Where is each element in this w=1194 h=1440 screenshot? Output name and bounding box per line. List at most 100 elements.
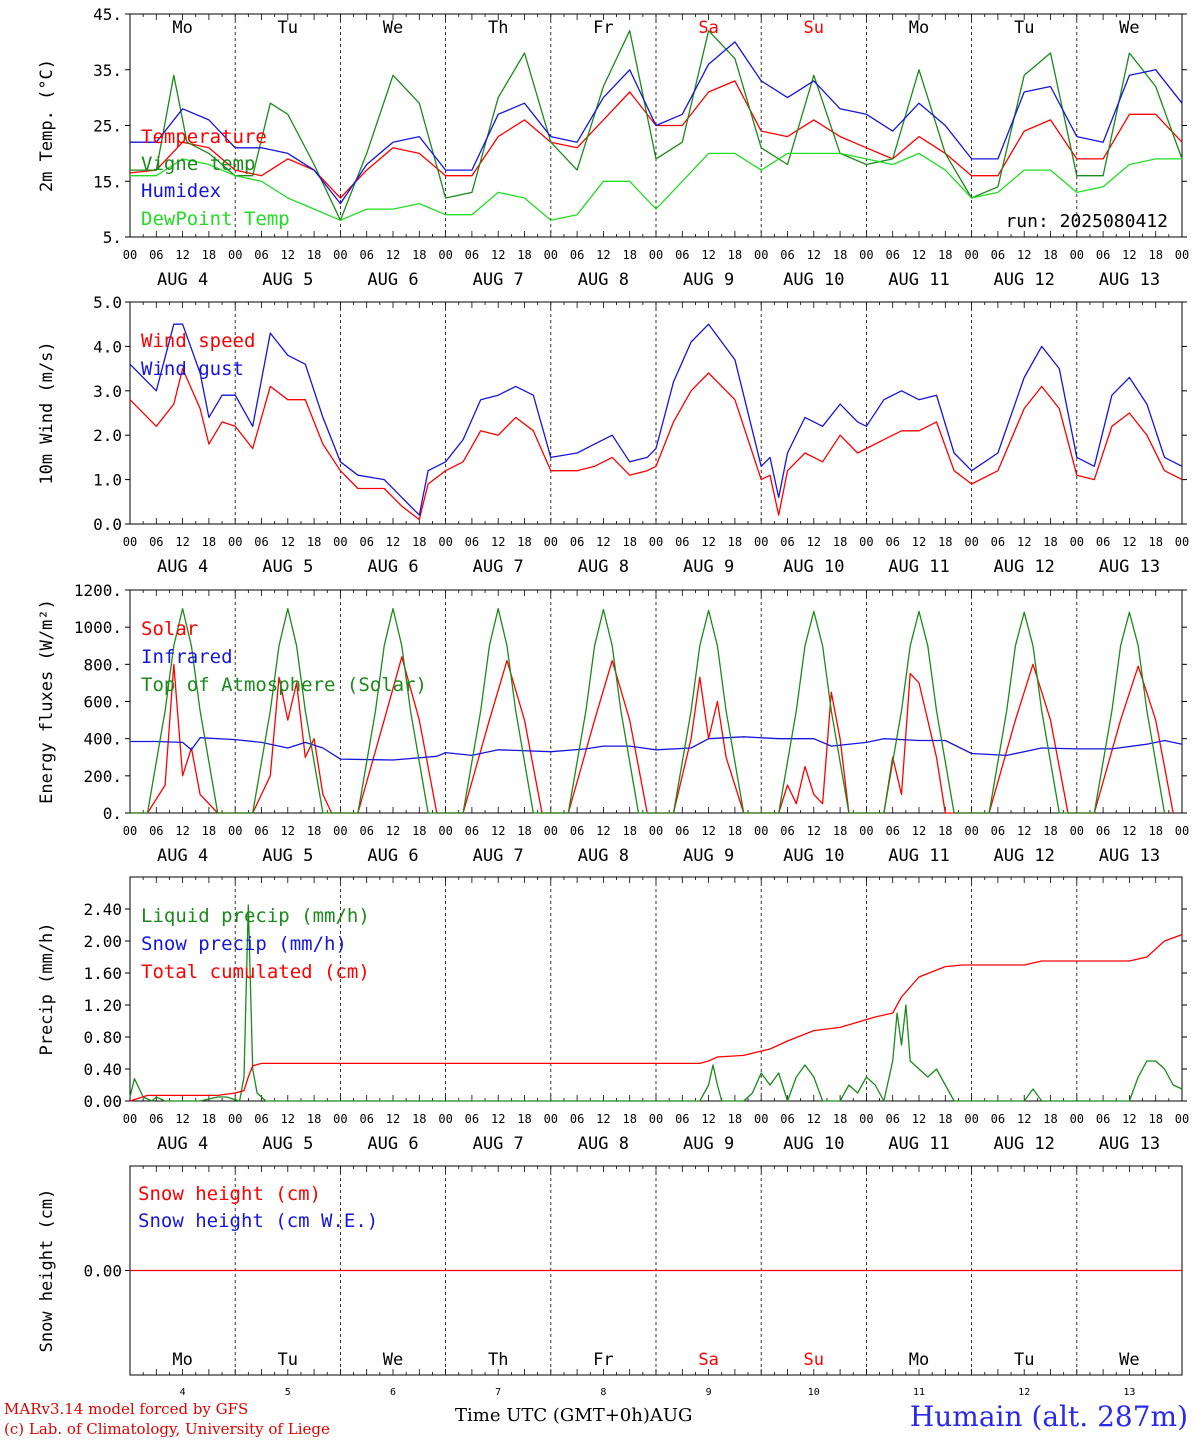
hour-label: 12 <box>1122 248 1136 262</box>
date-label: AUG 12 <box>993 270 1054 290</box>
date-label: AUG 13 <box>1099 557 1160 577</box>
hour-label: 06 <box>149 535 163 549</box>
hour-label: 18 <box>202 535 216 549</box>
hour-label: 18 <box>307 535 321 549</box>
time-axis-title: Time UTC (GMT+0h)AUG <box>455 1405 692 1426</box>
hour-label: 18 <box>1043 1112 1057 1126</box>
y-tick-label: 25. <box>93 117 122 136</box>
hour-label: 06 <box>780 248 794 262</box>
date-label: AUG 12 <box>993 1134 1054 1154</box>
hour-label: 12 <box>1017 535 1031 549</box>
hour-label: 06 <box>254 248 268 262</box>
hour-label: 00 <box>649 1112 663 1126</box>
hour-label: 18 <box>517 824 531 838</box>
hour-label: 06 <box>465 1112 479 1126</box>
hour-label: 00 <box>438 824 452 838</box>
hour-label: 00 <box>1070 1112 1084 1126</box>
hour-label: 18 <box>833 248 847 262</box>
hour-label: 00 <box>859 824 873 838</box>
hour-label: 00 <box>123 248 137 262</box>
date-label: AUG 4 <box>157 1134 208 1154</box>
hour-label: 00 <box>964 535 978 549</box>
day-number: 11 <box>913 1387 925 1398</box>
hour-label: 00 <box>123 1112 137 1126</box>
hour-label: 12 <box>596 1112 610 1126</box>
hour-label: 18 <box>622 824 636 838</box>
date-label: AUG 8 <box>578 270 629 290</box>
hour-label: 06 <box>1096 248 1110 262</box>
hour-label: 12 <box>701 824 715 838</box>
weekday-label: Fr <box>593 18 613 38</box>
y-tick-label: 1000. <box>74 618 122 637</box>
hour-label: 18 <box>307 1112 321 1126</box>
weekday-label: We <box>1119 1350 1139 1370</box>
hour-label: 12 <box>491 1112 505 1126</box>
hour-label: 12 <box>1017 824 1031 838</box>
y-tick-label: 1.0 <box>93 471 122 490</box>
hour-label: 00 <box>649 535 663 549</box>
weekday-label: We <box>383 18 403 38</box>
hour-label: 12 <box>386 824 400 838</box>
hour-label: 06 <box>570 824 584 838</box>
day-number: 7 <box>495 1387 501 1398</box>
hour-label: 18 <box>202 248 216 262</box>
y-tick-label: 1.60 <box>83 964 122 983</box>
hour-label: 12 <box>491 824 505 838</box>
legend-wind-speed: Wind speed <box>141 330 255 352</box>
y-axis-label: Precip (mm/h) <box>37 922 57 1055</box>
hour-label: 18 <box>1148 535 1162 549</box>
hour-label: 06 <box>675 824 689 838</box>
weekday-label: Fr <box>593 1350 613 1370</box>
date-label: AUG 9 <box>683 557 734 577</box>
date-label: AUG 6 <box>367 557 418 577</box>
series-line-dewpoint-temp <box>130 152 1182 221</box>
hour-label: 12 <box>596 535 610 549</box>
weekday-label: Su <box>804 18 824 38</box>
y-axis-label: 10m Wind (m/s) <box>37 341 57 484</box>
legend-vigne: Vigne temp <box>141 153 255 175</box>
y-tick-label: 5. <box>103 228 122 247</box>
date-label: AUG 12 <box>993 846 1054 866</box>
y-tick-label: 0.40 <box>83 1060 122 1079</box>
hour-label: 12 <box>912 248 926 262</box>
hour-label: 18 <box>938 248 952 262</box>
hour-label: 18 <box>412 248 426 262</box>
series-line-infrared <box>130 736 1183 761</box>
hour-label: 06 <box>465 248 479 262</box>
series-line-top-of-atmosphere-solar- <box>130 607 1166 814</box>
hour-label: 18 <box>517 1112 531 1126</box>
hour-label: 00 <box>649 248 663 262</box>
date-label: AUG 4 <box>157 270 208 290</box>
hour-label: 06 <box>149 1112 163 1126</box>
hour-label: 12 <box>491 248 505 262</box>
hour-label: 06 <box>885 1112 899 1126</box>
hour-label: 00 <box>859 248 873 262</box>
hour-label: 06 <box>885 248 899 262</box>
hour-label: 12 <box>596 248 610 262</box>
hour-label: 18 <box>1148 824 1162 838</box>
hour-label: 12 <box>807 248 821 262</box>
date-label: AUG 10 <box>783 846 844 866</box>
day-number: 8 <box>600 1387 606 1398</box>
weekday-label: Mo <box>172 1350 192 1370</box>
hour-label: 00 <box>544 535 558 549</box>
day-number: 12 <box>1018 1387 1030 1398</box>
hour-label: 06 <box>675 1112 689 1126</box>
weekday-label: We <box>383 1350 403 1370</box>
hour-label: 00 <box>544 824 558 838</box>
hour-label: 00 <box>754 1112 768 1126</box>
hour-label: 06 <box>465 535 479 549</box>
hour-label: 00 <box>333 1112 347 1126</box>
hour-label: 00 <box>333 535 347 549</box>
hour-label: 12 <box>701 248 715 262</box>
hour-label: 12 <box>701 1112 715 1126</box>
hour-label: 06 <box>780 824 794 838</box>
month-label: AUG <box>649 1405 693 1426</box>
model-credit: MARv3.14 model forced by GFS <box>4 1400 249 1418</box>
hour-label: 00 <box>1175 535 1189 549</box>
hour-label: 12 <box>807 535 821 549</box>
plot-frame <box>129 589 1183 814</box>
date-label: AUG 8 <box>578 557 629 577</box>
date-label: AUG 5 <box>262 1134 313 1154</box>
day-number: 5 <box>285 1387 291 1398</box>
